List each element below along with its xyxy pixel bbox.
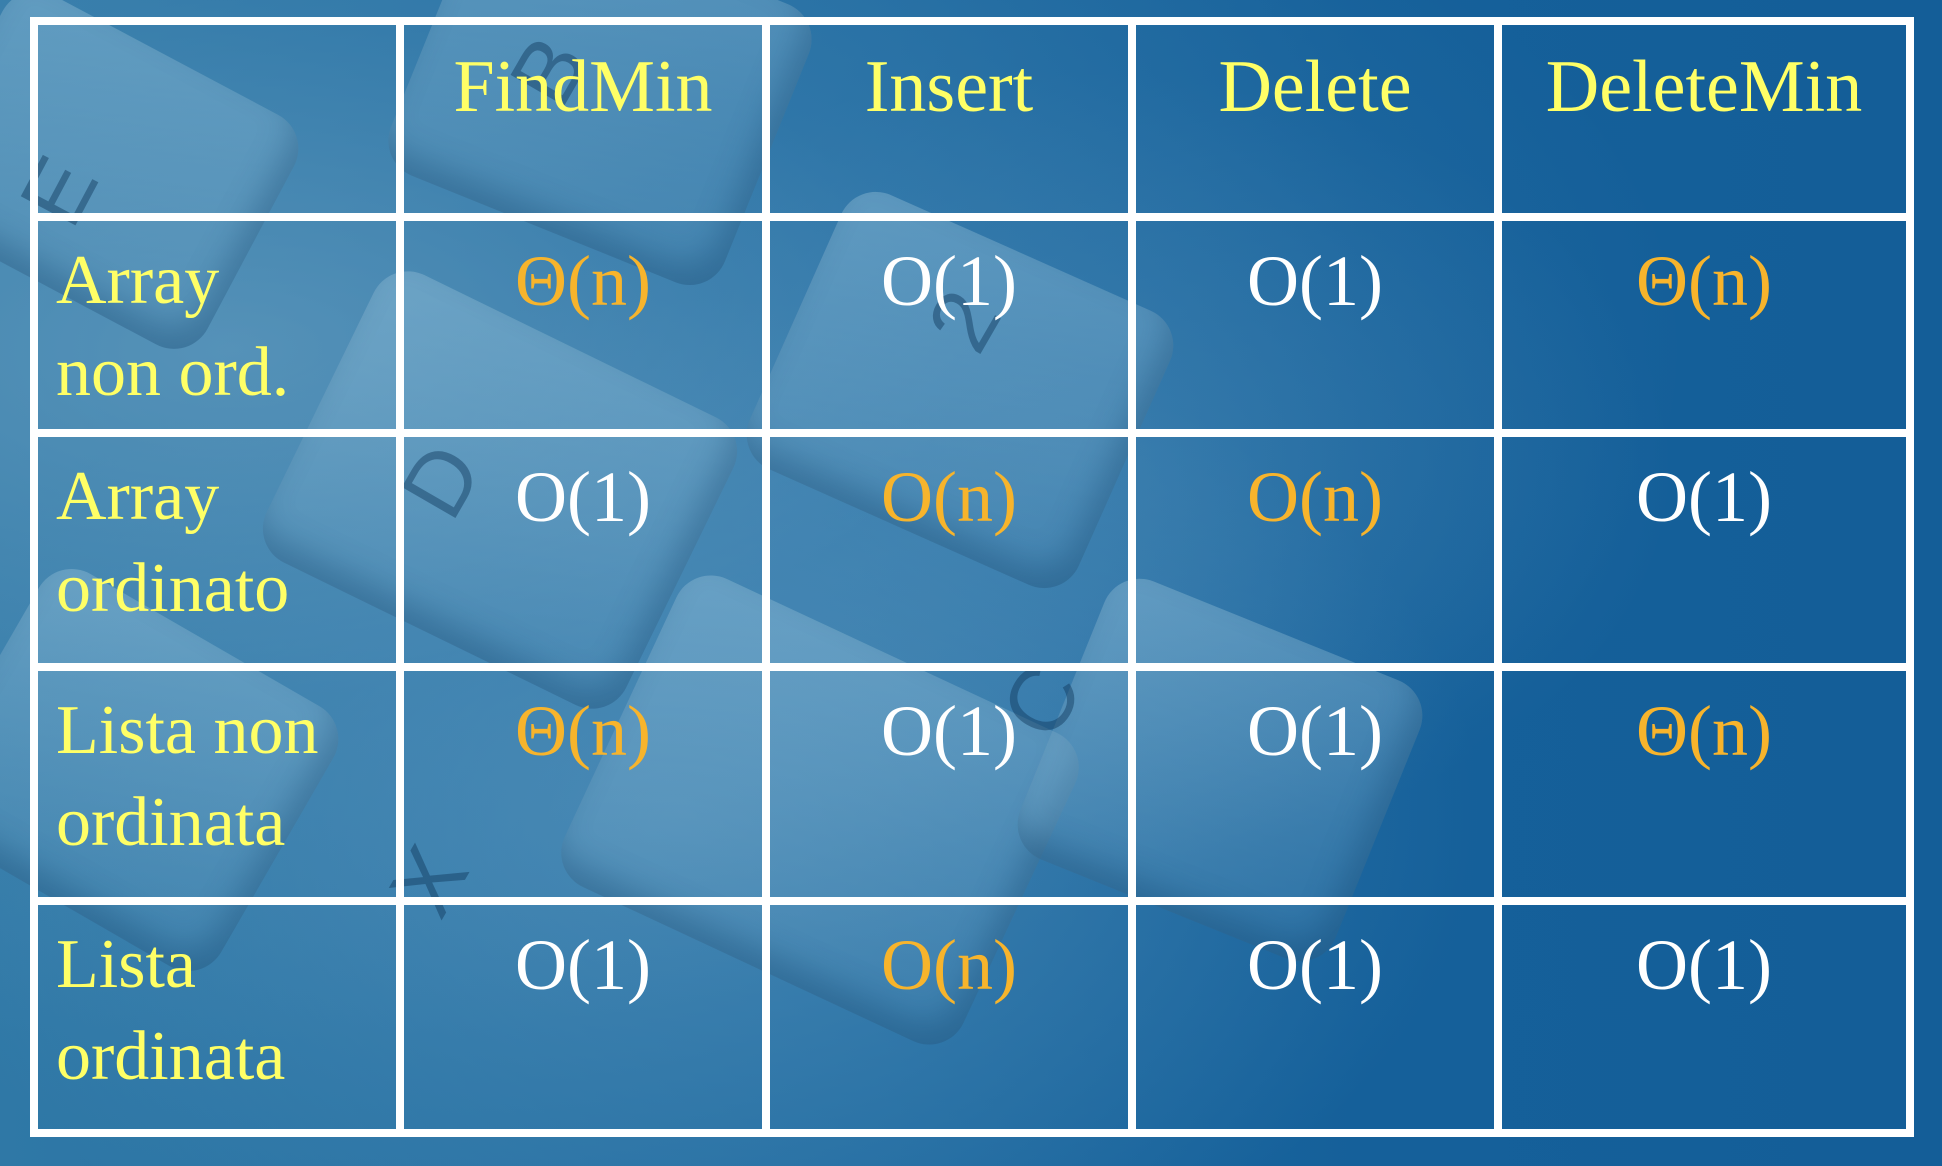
row-label-line: ordinata: [56, 784, 286, 861]
cell-insert: O(n): [762, 897, 1136, 1137]
complexity-table-wrapper: FindMin Insert Delete DeleteMin Array no…: [30, 17, 1914, 1137]
cell-findmin: O(1): [396, 429, 770, 671]
cell-insert: O(1): [762, 663, 1136, 905]
row-label-line: Lista non: [56, 692, 319, 769]
cell-delete: O(1): [1128, 897, 1502, 1137]
table-row: Array non ord. Θ(n) O(1) O(1) Θ(n): [30, 213, 1914, 437]
header-row: FindMin Insert Delete DeleteMin: [30, 17, 1914, 221]
cell-findmin: O(1): [396, 897, 770, 1137]
row-label-lista-non-ordinata: Lista non ordinata: [30, 663, 404, 905]
cell-delete: O(1): [1128, 213, 1502, 437]
cell-findmin: Θ(n): [396, 663, 770, 905]
cell-delete: O(1): [1128, 663, 1502, 905]
row-label-line: Lista: [56, 926, 196, 1003]
row-label-line: ordinata: [56, 1018, 286, 1095]
row-label-array-ordinato: Array ordinato: [30, 429, 404, 671]
cell-findmin: Θ(n): [396, 213, 770, 437]
row-label-array-non-ord: Array non ord.: [30, 213, 404, 437]
cell-delete: O(n): [1128, 429, 1502, 671]
table-row: Lista non ordinata Θ(n) O(1) O(1) Θ(n): [30, 663, 1914, 905]
table-row: Lista ordinata O(1) O(n) O(1) O(1): [30, 897, 1914, 1137]
row-label-lista-ordinata: Lista ordinata: [30, 897, 404, 1137]
cell-deletemin: Θ(n): [1494, 663, 1914, 905]
header-delete: Delete: [1128, 17, 1502, 221]
cell-deletemin: Θ(n): [1494, 213, 1914, 437]
table-row: Array ordinato O(1) O(n) O(n) O(1): [30, 429, 1914, 671]
header-corner-cell: [30, 17, 404, 221]
row-label-line: non ord.: [56, 334, 290, 411]
header-insert: Insert: [762, 17, 1136, 221]
row-label-line: ordinato: [56, 550, 290, 627]
row-label-line: Array: [56, 458, 220, 535]
header-deletemin: DeleteMin: [1494, 17, 1914, 221]
cell-insert: O(1): [762, 213, 1136, 437]
row-label-line: Array: [56, 242, 220, 319]
header-findmin: FindMin: [396, 17, 770, 221]
cell-insert: O(n): [762, 429, 1136, 671]
complexity-table: FindMin Insert Delete DeleteMin Array no…: [30, 17, 1914, 1137]
cell-deletemin: O(1): [1494, 429, 1914, 671]
cell-deletemin: O(1): [1494, 897, 1914, 1137]
